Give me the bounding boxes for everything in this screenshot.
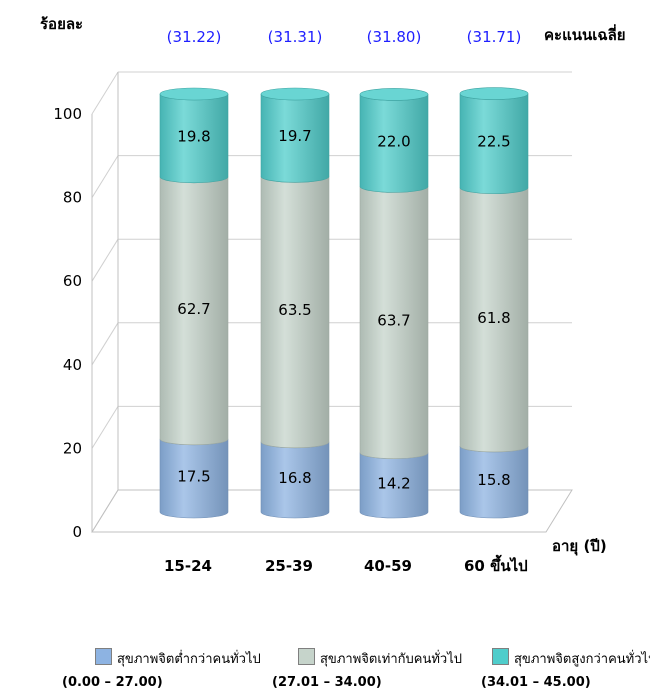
gridline-side: [91, 71, 119, 115]
data-label: 63.5: [278, 301, 311, 319]
x-tick-label: 40-59: [364, 557, 412, 575]
gridline-side: [91, 238, 119, 282]
average-value: (31.80): [367, 28, 422, 46]
gridline-side: [91, 155, 119, 198]
average-value: (31.71): [467, 28, 522, 46]
data-label: 19.7: [278, 127, 311, 145]
bars: [159, 87, 529, 519]
data-label: 17.5: [177, 467, 210, 485]
data-label: 16.8: [278, 469, 311, 487]
data-label: 22.0: [377, 132, 410, 150]
legend-label-high: สุขภาพจิตสูงกว่าคนทั่วไป: [514, 652, 650, 667]
bar-cap: [359, 88, 429, 101]
data-label: 22.5: [477, 133, 510, 151]
data-label: 15.8: [477, 471, 510, 489]
legend-label-equal: สุขภาพจิตเท่ากับคนทั่วไป: [320, 652, 462, 667]
x-tick-label: 60 ขึ้นไป: [464, 554, 528, 575]
bar-cap: [459, 87, 529, 100]
y-tick-label: 60: [63, 272, 82, 290]
legend-swatch-equal: [298, 648, 315, 665]
labels: 17.5 62.7 19.8 15-24 (31.22) 16.8 63.5 19.7 25-3…: [164, 28, 528, 575]
y-tick-label: 0: [72, 523, 82, 541]
gridline-side: [91, 406, 119, 449]
average-value: (31.22): [167, 28, 222, 46]
data-label: 63.7: [377, 312, 410, 330]
data-label: 62.7: [177, 300, 210, 318]
y-tick-label: 20: [63, 439, 82, 457]
data-label: 19.8: [177, 127, 210, 145]
data-label: 14.2: [377, 474, 410, 492]
y-tick-label: 100: [53, 105, 82, 123]
legend-label-low: สุขภาพจิตต่ำกว่าคนทั่วไป: [117, 652, 261, 667]
x-axis-label: อายุ (ปี): [552, 537, 607, 556]
legend-swatch-high: [492, 648, 509, 665]
average-label: คะแนนเฉลี่ย: [544, 24, 626, 44]
data-label: 61.8: [477, 309, 510, 327]
y-tick-label: 80: [63, 189, 82, 207]
gridline-side: [91, 322, 119, 366]
legend-range-equal: (27.01 – 34.00): [272, 675, 382, 690]
legend-swatch-low: [95, 648, 112, 665]
legend: สุขภาพจิตต่ำกว่าคนทั่วไป (0.00 – 27.00) …: [0, 638, 650, 693]
average-value: (31.31): [268, 28, 323, 46]
y-tick-label: 40: [63, 356, 82, 374]
x-tick-label: 15-24: [164, 557, 212, 575]
y-axis-label: ร้อยละ: [40, 15, 83, 33]
x-tick-label: 25-39: [265, 557, 313, 575]
bar-cap: [260, 87, 330, 101]
legend-range-high: (34.01 – 45.00): [481, 675, 591, 690]
floor: [91, 489, 573, 533]
bar-cap: [159, 87, 229, 101]
legend-range-low: (0.00 – 27.00): [62, 675, 163, 690]
